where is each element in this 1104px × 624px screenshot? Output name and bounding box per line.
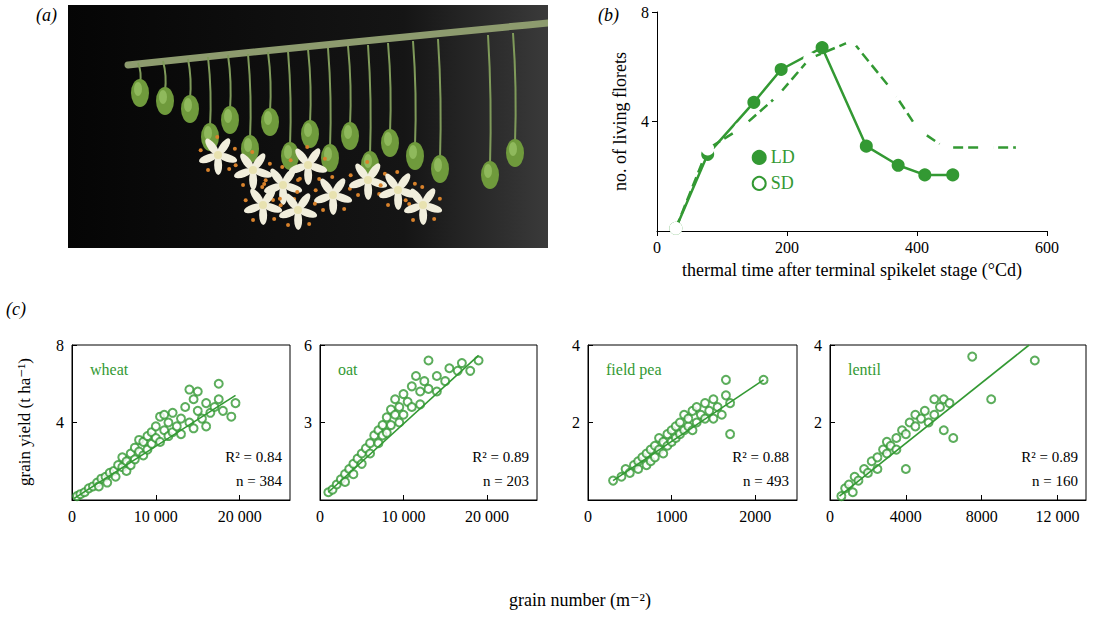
svg-text:0: 0 [653, 239, 661, 256]
svg-text:10 000: 10 000 [134, 508, 178, 525]
svg-text:4: 4 [641, 113, 649, 130]
svg-text:thermal time after terminal sp: thermal time after terminal spikelet sta… [682, 260, 1022, 281]
svg-text:grain number (m⁻²): grain number (m⁻²) [509, 590, 651, 611]
svg-text:field pea: field pea [606, 361, 662, 379]
svg-text:(c): (c) [6, 299, 26, 320]
svg-text:4: 4 [56, 414, 64, 431]
svg-text:R² = 0.89: R² = 0.89 [1021, 449, 1078, 465]
svg-text:R² = 0.84: R² = 0.84 [225, 449, 282, 465]
svg-text:12 000: 12 000 [1036, 508, 1080, 525]
svg-text:n = 160: n = 160 [1032, 473, 1078, 489]
svg-text:20 000: 20 000 [218, 508, 262, 525]
svg-text:lentil: lentil [848, 361, 881, 378]
svg-text:n = 203: n = 203 [483, 473, 529, 489]
svg-text:0: 0 [584, 508, 592, 525]
svg-text:n = 384: n = 384 [236, 473, 282, 489]
svg-text:2: 2 [572, 414, 580, 431]
svg-text:10 000: 10 000 [381, 508, 425, 525]
svg-text:8: 8 [56, 337, 64, 354]
svg-text:R² = 0.89: R² = 0.89 [472, 449, 529, 465]
svg-text:8000: 8000 [966, 508, 998, 525]
svg-text:0: 0 [826, 508, 834, 525]
svg-text:4: 4 [814, 337, 822, 354]
svg-text:(a): (a) [36, 5, 57, 26]
svg-text:(b): (b) [598, 5, 619, 26]
svg-text:0: 0 [316, 508, 324, 525]
svg-text:n = 493: n = 493 [743, 473, 789, 489]
svg-text:4: 4 [572, 337, 580, 354]
svg-text:oat: oat [338, 361, 358, 378]
svg-text:200: 200 [775, 239, 799, 256]
svg-text:grain yield (t ha⁻¹): grain yield (t ha⁻¹) [15, 358, 34, 486]
svg-text:400: 400 [905, 239, 929, 256]
svg-text:4000: 4000 [890, 508, 922, 525]
svg-text:3: 3 [304, 414, 312, 431]
svg-text:20 000: 20 000 [465, 508, 509, 525]
svg-text:2: 2 [814, 414, 822, 431]
svg-text:1000: 1000 [656, 508, 688, 525]
svg-text:8: 8 [641, 4, 649, 21]
svg-text:R² = 0.88: R² = 0.88 [732, 449, 789, 465]
svg-text:6: 6 [304, 337, 312, 354]
svg-text:2000: 2000 [739, 508, 771, 525]
svg-text:LD: LD [771, 147, 795, 167]
svg-text:600: 600 [1035, 239, 1059, 256]
svg-text:SD: SD [771, 173, 794, 193]
svg-text:no. of living florets: no. of living florets [610, 52, 630, 191]
svg-text:0: 0 [68, 508, 76, 525]
svg-text:wheat: wheat [90, 361, 129, 378]
